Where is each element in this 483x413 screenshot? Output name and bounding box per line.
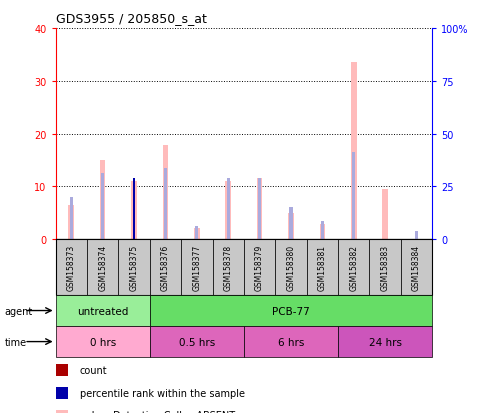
Bar (321, 221, 324, 240)
Text: GSM158378: GSM158378 (224, 244, 233, 290)
Bar (369, 240, 401, 295)
Bar (213, 240, 244, 295)
Text: count: count (80, 365, 107, 375)
Bar (133, 182, 135, 240)
Bar (383, 190, 388, 240)
Bar (244, 326, 338, 357)
Text: GDS3955 / 205850_s_at: GDS3955 / 205850_s_at (56, 12, 206, 25)
Text: GSM158382: GSM158382 (349, 244, 358, 290)
Text: GSM158381: GSM158381 (318, 244, 327, 290)
Bar (244, 240, 275, 295)
Bar (288, 213, 294, 240)
Bar (195, 226, 199, 240)
Bar (181, 240, 213, 295)
Bar (100, 161, 105, 240)
Bar (131, 182, 137, 240)
Bar (56, 240, 87, 295)
Text: value, Detection Call = ABSENT: value, Detection Call = ABSENT (80, 411, 235, 413)
Text: 24 hrs: 24 hrs (369, 337, 402, 347)
Bar (164, 169, 167, 240)
Bar (275, 240, 307, 295)
Text: 0.5 hrs: 0.5 hrs (179, 337, 215, 347)
Bar (163, 146, 168, 240)
Bar (258, 179, 261, 240)
Text: time: time (5, 337, 27, 347)
Bar (87, 240, 118, 295)
Bar (56, 295, 150, 326)
Bar (257, 179, 262, 240)
Bar (289, 208, 293, 240)
Text: GSM158377: GSM158377 (192, 244, 201, 290)
Bar (338, 240, 369, 295)
Bar (226, 182, 231, 240)
Bar (415, 232, 418, 240)
Bar (56, 326, 150, 357)
Bar (133, 179, 135, 240)
Bar (194, 228, 199, 240)
Text: GSM158384: GSM158384 (412, 244, 421, 290)
Bar (320, 225, 325, 240)
Text: 6 hrs: 6 hrs (278, 337, 304, 347)
Bar (118, 240, 150, 295)
Bar (352, 153, 355, 240)
Text: untreated: untreated (77, 306, 128, 316)
Text: PCB-77: PCB-77 (272, 306, 310, 316)
Bar (70, 197, 73, 240)
Bar (307, 240, 338, 295)
Text: GSM158383: GSM158383 (381, 244, 390, 290)
Text: GSM158374: GSM158374 (98, 244, 107, 290)
Text: GSM158380: GSM158380 (286, 244, 296, 290)
Text: agent: agent (5, 306, 33, 316)
Bar (69, 205, 74, 240)
Bar (101, 174, 104, 240)
Bar (351, 63, 356, 240)
Bar (150, 240, 181, 295)
Text: GSM158376: GSM158376 (161, 244, 170, 290)
Bar (150, 326, 244, 357)
Text: 0 hrs: 0 hrs (89, 337, 116, 347)
Bar (227, 179, 230, 240)
Text: GSM158379: GSM158379 (255, 244, 264, 290)
Bar (150, 295, 432, 326)
Text: percentile rank within the sample: percentile rank within the sample (80, 388, 245, 398)
Text: GSM158375: GSM158375 (129, 244, 139, 290)
Bar (401, 240, 432, 295)
Bar (338, 326, 432, 357)
Text: GSM158373: GSM158373 (67, 244, 76, 290)
